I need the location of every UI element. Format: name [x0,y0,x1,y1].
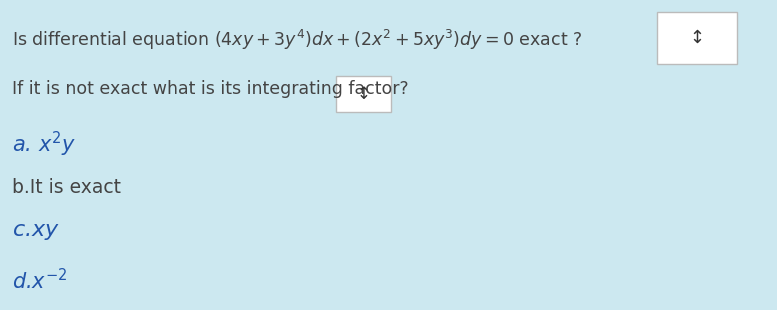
Text: ↕: ↕ [689,29,705,47]
FancyBboxPatch shape [657,12,737,64]
Text: Is differential equation $(4xy + 3y^4)dx + (2x^2 + 5xy^3)dy = 0$ exact ?: Is differential equation $(4xy + 3y^4)dx… [12,28,582,52]
Text: If it is not exact what is its integrating factor?: If it is not exact what is its integrati… [12,80,409,98]
Text: d.$x^{-2}$: d.$x^{-2}$ [12,268,68,293]
Text: a. $x^2y$: a. $x^2y$ [12,130,76,159]
Text: c.$xy$: c.$xy$ [12,222,60,242]
Text: b.It is exact: b.It is exact [12,178,121,197]
FancyBboxPatch shape [336,76,391,112]
Text: ↕: ↕ [357,85,371,103]
